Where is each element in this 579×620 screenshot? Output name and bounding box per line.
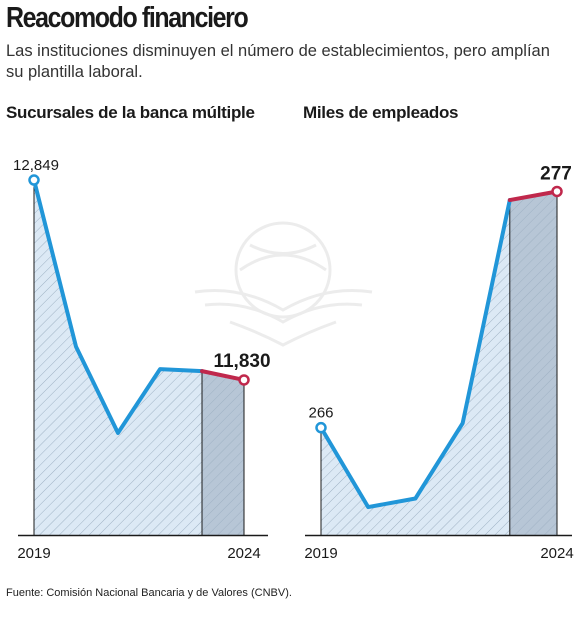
- series-line: [32, 178, 204, 435]
- series-line-highlight: [200, 369, 246, 382]
- point-start: [315, 421, 327, 434]
- watermark-seal: [194, 221, 373, 347]
- x-tick-label-end: 2024: [227, 545, 260, 562]
- source-note: Fuente: Comisión Nacional Bancaria y de …: [6, 587, 292, 599]
- point-start: [28, 174, 40, 186]
- point-end: [551, 185, 563, 198]
- chart-title-sucursales: Sucursales de la banca múltiple: [6, 103, 255, 122]
- data-label-start: 266: [308, 405, 333, 422]
- series-line-highlight: [507, 189, 559, 203]
- point-end: [238, 374, 250, 386]
- chart-sucursales: 12,849 11,830 2019 2024: [13, 157, 270, 562]
- x-tick-label-end: 2024: [540, 545, 573, 562]
- area-hatch: [34, 180, 244, 536]
- data-label-start: 12,849: [13, 157, 59, 174]
- chart-title-empleados: Miles de empleados: [303, 103, 459, 122]
- data-label-end: 277: [540, 163, 572, 184]
- chart-empleados: 266 277 2019 2024: [304, 163, 573, 562]
- area-hatch: [321, 191, 557, 535]
- x-tick-label-start: 2019: [304, 545, 337, 562]
- x-tick-label-start: 2019: [17, 545, 50, 562]
- series-line: [319, 198, 512, 510]
- page-subtitle: Las instituciones disminuyen el número d…: [6, 42, 550, 81]
- page-title: Reacomodo financiero: [6, 2, 249, 34]
- data-label-end: 11,830: [213, 351, 270, 372]
